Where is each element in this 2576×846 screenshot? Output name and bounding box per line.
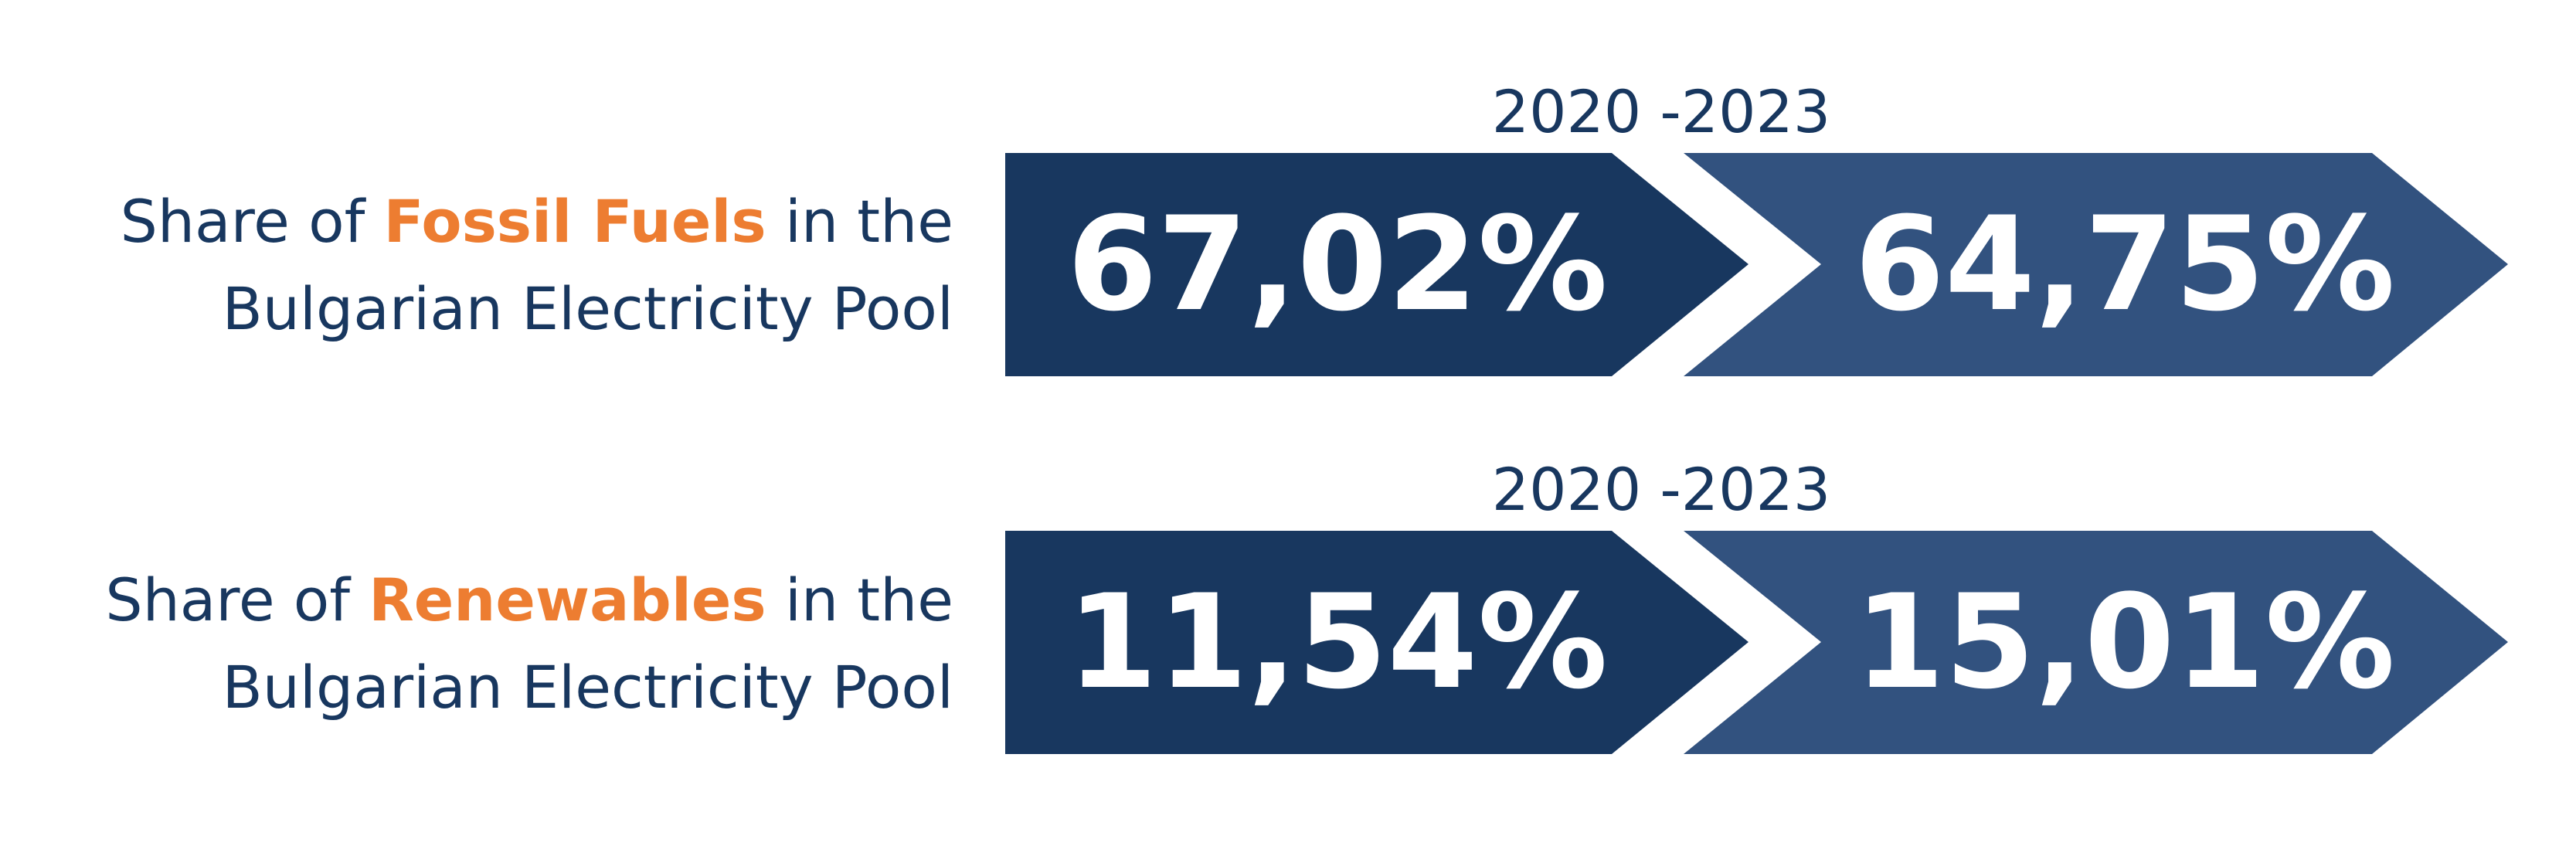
- chevron-fossil-2023: [1684, 153, 2508, 376]
- renewables-value-end: 15,01%: [1854, 566, 2395, 718]
- renewables-value-start: 11,54%: [1067, 566, 1608, 718]
- fossil-label: Share of Fossil Fuels in the Bulgarian E…: [26, 178, 953, 352]
- renewables-label-line2: Bulgarian Electricity Pool: [222, 653, 953, 722]
- arrow-fossil-2020: [1005, 153, 1748, 376]
- fossil-period: 2020 -2023: [1491, 77, 1831, 146]
- renewables-highlight: Renewables: [369, 566, 766, 634]
- arrow-renewables-2020: [1005, 531, 1748, 754]
- fossil-value-end: 64,75%: [1854, 189, 2395, 340]
- renewables-label: Share of Renewables in the Bulgarian Ele…: [26, 556, 953, 731]
- fossil-label-line1: Share of Fossil Fuels in the: [120, 187, 953, 256]
- fossil-label-line2: Bulgarian Electricity Pool: [222, 274, 953, 343]
- chevron-renewables-2023: [1684, 531, 2508, 754]
- renewables-label-line1: Share of Renewables in the: [105, 566, 953, 634]
- fossil-value-start: 67,02%: [1067, 189, 1608, 340]
- renewables-period: 2020 -2023: [1491, 455, 1831, 524]
- fossil-highlight: Fossil Fuels: [383, 187, 766, 256]
